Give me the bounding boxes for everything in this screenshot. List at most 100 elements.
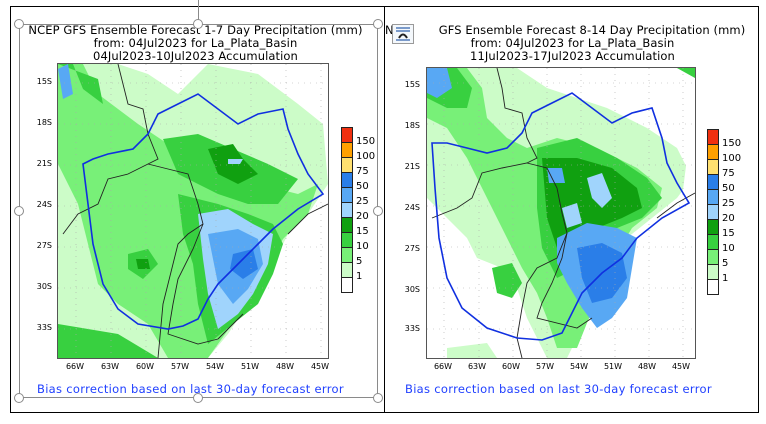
left-xtick: 66W <box>65 362 85 371</box>
left-legend-label: 50 <box>356 181 369 192</box>
rotation-handle-line <box>198 0 199 20</box>
right-title-line3: 11Jul2023-17Jul2023 Accumulation <box>470 49 675 63</box>
left-xtick: 63W <box>100 362 120 371</box>
right-legend-swatch <box>707 189 719 205</box>
left-legend-swatch <box>341 277 353 293</box>
left-legend-label: 150 <box>356 136 376 147</box>
layout-options-button[interactable] <box>392 24 414 44</box>
right-title-prefix: N <box>385 23 394 37</box>
left-ytick: 33S <box>36 323 52 332</box>
resize-handle-bottom-right[interactable] <box>373 393 383 403</box>
right-ytick: 30S <box>404 285 420 294</box>
right-legend-swatch <box>707 159 719 175</box>
resize-handle-top-left[interactable] <box>14 19 24 29</box>
resize-handle-top-right[interactable] <box>373 19 383 29</box>
left-legend-swatch <box>341 247 353 263</box>
layout-options-icon <box>396 27 410 41</box>
left-title-line2: from: 04Jul2023 for La_Plata_Basin <box>93 36 298 50</box>
right-legend-label: 20 <box>722 213 735 224</box>
right-xtick: 45W <box>671 362 691 371</box>
right-xtick: 54W <box>569 362 589 371</box>
right-legend-swatch <box>707 219 719 235</box>
left-xtick: 57W <box>170 362 190 371</box>
right-ytick: 27S <box>404 244 420 253</box>
right-xtick: 51W <box>603 362 623 371</box>
right-country-borders <box>431 68 695 358</box>
right-map-svg <box>427 68 695 358</box>
left-xtick: 60W <box>135 362 155 371</box>
left-legend-swatch <box>341 127 353 143</box>
right-ytick: 21S <box>404 162 420 171</box>
left-ytick: 27S <box>36 241 52 250</box>
right-xtick: 57W <box>535 362 555 371</box>
resize-handle-bottom-left[interactable] <box>14 393 24 403</box>
left-title-line1: NCEP GFS Ensemble Forecast 1-7 Day Preci… <box>28 23 363 37</box>
left-xtick: 54W <box>205 362 225 371</box>
right-legend-label: 5 <box>722 258 729 269</box>
right-legend-label: 50 <box>722 183 735 194</box>
left-ytick: 24S <box>36 200 52 209</box>
right-legend-label: 75 <box>722 168 735 179</box>
left-legend-label: 15 <box>356 226 369 237</box>
right-legend-label: 1 <box>722 273 729 284</box>
right-legend-label: 150 <box>722 138 742 149</box>
left-legend-label: 25 <box>356 196 369 207</box>
right-xtick: 60W <box>501 362 521 371</box>
left-legend-swatch <box>341 202 353 218</box>
right-legend-swatch <box>707 144 719 160</box>
left-legend-swatch <box>341 157 353 173</box>
right-xtick: 66W <box>433 362 453 371</box>
left-legend-swatch <box>341 187 353 203</box>
right-basin-outline <box>431 92 691 341</box>
right-legend-swatch <box>707 249 719 265</box>
right-legend-label: 100 <box>722 153 742 164</box>
left-map-svg <box>58 64 328 358</box>
left-xtick: 51W <box>240 362 260 371</box>
left-legend-label: 100 <box>356 151 376 162</box>
left-legend-label: 20 <box>356 211 369 222</box>
right-footnote: Bias correction based on last 30-day for… <box>405 382 712 396</box>
left-legend-swatch <box>341 262 353 278</box>
right-legend-label: 25 <box>722 198 735 209</box>
resize-handle-middle-left[interactable] <box>14 206 24 216</box>
resize-handle-bottom-center[interactable] <box>193 393 203 403</box>
left-country-borders <box>62 64 328 358</box>
right-precip-map <box>426 67 696 359</box>
left-title-line3: 04Jul2023-10Jul2023 Accumulation <box>93 49 298 63</box>
resize-handle-top-center[interactable] <box>193 19 203 29</box>
left-legend-label: 5 <box>356 256 363 267</box>
left-legend-swatch <box>341 172 353 188</box>
right-ytick: 24S <box>404 203 420 212</box>
left-ytick: 18S <box>36 118 52 127</box>
right-legend-swatch <box>707 279 719 295</box>
right-title-line2: from: 04Jul2023 for La_Plata_Basin <box>470 36 675 50</box>
left-legend-label: 75 <box>356 166 369 177</box>
left-map-grid <box>58 64 328 358</box>
right-legend-label: 15 <box>722 228 735 239</box>
right-legend-swatch <box>707 264 719 280</box>
left-xtick: 45W <box>310 362 330 371</box>
right-xtick: 48W <box>637 362 657 371</box>
left-xtick: 48W <box>275 362 295 371</box>
left-legend-label: 10 <box>356 241 369 252</box>
right-ytick: 33S <box>404 324 420 333</box>
left-legend-swatch <box>341 217 353 233</box>
right-legend-swatch <box>707 174 719 190</box>
right-legend-swatch <box>707 234 719 250</box>
left-legend-swatch <box>341 232 353 248</box>
right-legend-label: 10 <box>722 243 735 254</box>
left-precip-map <box>57 63 329 359</box>
left-legend-label: 1 <box>356 271 363 282</box>
right-xtick: 63W <box>467 362 487 371</box>
right-ytick: 18S <box>404 121 420 130</box>
left-ytick: 15S <box>36 77 52 86</box>
right-legend-swatch <box>707 129 719 145</box>
right-ytick: 15S <box>404 80 420 89</box>
left-basin-outline <box>82 93 325 330</box>
left-ytick: 21S <box>36 159 52 168</box>
right-legend-swatch <box>707 204 719 220</box>
resize-handle-middle-right[interactable] <box>373 206 383 216</box>
panel-divider <box>384 6 385 413</box>
left-ytick: 30S <box>36 282 52 291</box>
right-title-line1: GFS Ensemble Forecast 8-14 Day Precipita… <box>438 23 746 37</box>
